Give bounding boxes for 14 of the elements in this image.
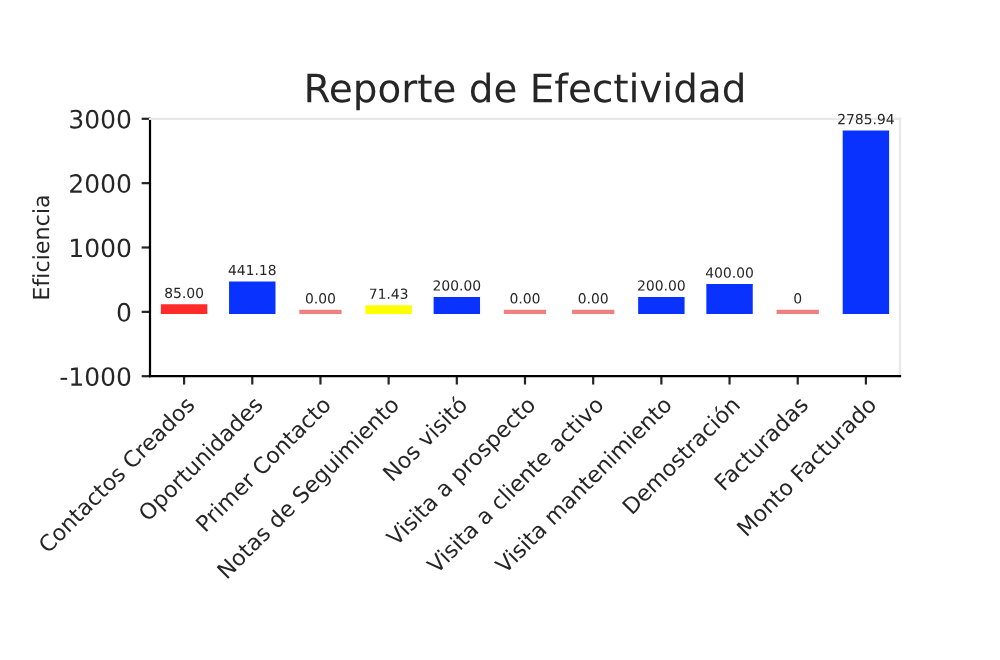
bar [706, 284, 753, 314]
y-tick-label: 1000 [71, 238, 131, 258]
bar [365, 305, 412, 314]
bar [433, 296, 481, 314]
y-tick-label: 0 [117, 302, 131, 322]
y-tick-label: 3000 [70, 109, 131, 129]
chart-title: Reporte de Efectividad [307, 72, 743, 111]
y-tick-label: 2000 [70, 174, 131, 193]
y-axis-title: Eficiencia [32, 196, 50, 299]
bar [638, 296, 685, 314]
bar [229, 281, 276, 314]
bar [842, 130, 890, 314]
y-tick-label: -1000 [60, 367, 131, 387]
bar [160, 304, 208, 314]
